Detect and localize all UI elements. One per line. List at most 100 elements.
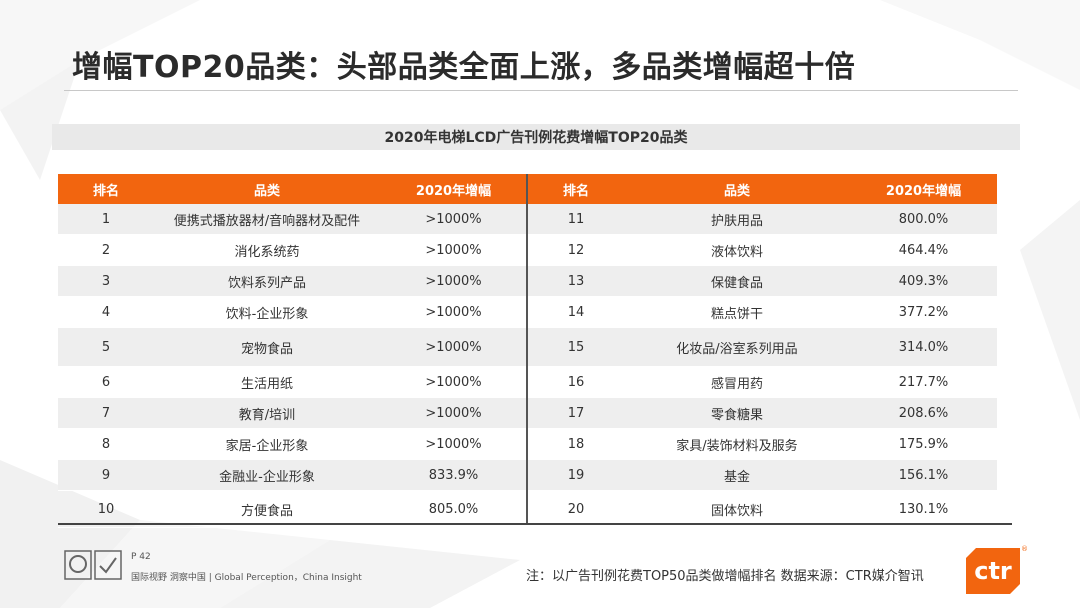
category-cell: 感冒用药: [710, 376, 763, 392]
table-caption: 2020年电梯LCD广告刊例花费增幅TOP20品类: [52, 124, 1020, 150]
rank-cell: 10: [97, 501, 115, 517]
rank-cell: 16: [567, 374, 585, 390]
growth-cell: >1000%: [425, 374, 482, 390]
table-row: 1 便携式播放器材/音响器材及配件 >1000%: [58, 204, 527, 235]
table-row: 10 方便食品 805.0%: [58, 491, 527, 528]
page-title: 增幅TOP20品类：头部品类全面上涨，多品类增幅超十倍: [72, 50, 856, 85]
ctr-logo: ctr: [966, 548, 1020, 594]
growth-cell: 217.7%: [898, 374, 949, 390]
col-header-category: 品类: [723, 183, 750, 199]
table-body-left: 1 便携式播放器材/音响器材及配件 >1000% 2 消化系统药 >1000% 3 饮料系列产…: [58, 204, 527, 528]
category-cell: 固体饮料: [710, 503, 763, 519]
growth-cell: 130.1%: [898, 501, 949, 517]
growth-cell: 800.0%: [898, 211, 949, 227]
table-left-half: 排名 品类 2020年增幅 1 便携式播放器材/音响器材及配件 >1000% 2 消化系…: [58, 174, 527, 528]
category-cell: 液体饮料: [710, 244, 763, 260]
category-cell: 糕点饼干: [710, 306, 763, 322]
category-cell: 金融业-企业形象: [219, 469, 315, 485]
table-header-left: 排名 品类 2020年增幅: [58, 174, 527, 204]
category-cell: 家居-企业形象: [225, 438, 309, 454]
col-header-category: 品类: [253, 183, 280, 199]
growth-cell: >1000%: [425, 273, 482, 289]
col-header-rank: 排名: [92, 183, 119, 199]
table-body-right: 11 护肤用品 800.0% 12 液体饮料 464.4% 13 保健食品 409.3% 14 糕点…: [528, 204, 997, 528]
category-cell: 饮料-企业形象: [225, 306, 309, 322]
category-cell: 生活用纸: [240, 376, 293, 392]
table-row: 7 教育/培训 >1000%: [58, 398, 527, 429]
table-row: 3 饮料系列产品 >1000%: [58, 266, 527, 297]
table-row: 6 生活用纸 >1000%: [58, 367, 527, 398]
col-header-growth: 2020年增幅: [415, 183, 492, 199]
table-header-right: 排名 品类 2020年增幅: [528, 174, 997, 204]
growth-cell: 409.3%: [898, 273, 949, 289]
title-divider: [64, 90, 1018, 91]
growth-cell: 175.9%: [898, 436, 949, 452]
table-row: 16 感冒用药 217.7%: [528, 367, 997, 398]
growth-cell: >1000%: [425, 211, 482, 227]
growth-cell: >1000%: [425, 436, 482, 452]
rank-cell: 12: [567, 242, 585, 258]
category-cell: 化妆品/浴室系列用品: [676, 341, 798, 357]
rank-cell: 14: [567, 304, 585, 320]
rank-cell: 8: [101, 436, 111, 452]
table-row: 14 糕点饼干 377.2%: [528, 297, 997, 328]
category-cell: 零食糖果: [710, 407, 763, 423]
table-bottom-rule: [58, 523, 1012, 525]
category-cell: 家具/装饰材料及服务: [676, 438, 798, 454]
rank-cell: 5: [101, 339, 111, 355]
col-header-growth: 2020年增幅: [885, 183, 962, 199]
table-row: 2 消化系统药 >1000%: [58, 235, 527, 266]
table-row: 5 宠物食品 >1000%: [58, 328, 527, 367]
category-cell: 方便食品: [240, 503, 293, 519]
table-row: 19 基金 156.1%: [528, 460, 997, 491]
rank-cell: 15: [567, 339, 585, 355]
rank-cell: 7: [101, 405, 111, 421]
table-row: 15 化妆品/浴室系列用品 314.0%: [528, 328, 997, 367]
rank-cell: 3: [101, 273, 111, 289]
growth-cell: 377.2%: [898, 304, 949, 320]
rank-cell: 13: [567, 273, 585, 289]
ctr-logo-text: ctr: [974, 557, 1012, 585]
growth-cell: >1000%: [425, 339, 482, 355]
growth-cell: 208.6%: [898, 405, 949, 421]
source-note: 注：以广告刊例花费TOP50品类做增幅排名 数据来源：CTR媒介智讯: [526, 569, 924, 584]
page-number: P 42: [131, 552, 151, 562]
rank-cell: 18: [567, 436, 585, 452]
growth-cell: 156.1%: [898, 467, 949, 483]
table-row: 9 金融业-企业形象 833.9%: [58, 460, 527, 491]
table-row: 11 护肤用品 800.0%: [528, 204, 997, 235]
rank-cell: 11: [567, 211, 585, 227]
rank-cell: 9: [101, 467, 111, 483]
table-row: 4 饮料-企业形象 >1000%: [58, 297, 527, 328]
growth-cell: 464.4%: [898, 242, 949, 258]
growth-cell: 314.0%: [898, 339, 949, 355]
col-header-rank: 排名: [562, 183, 589, 199]
table-caption-text: 2020年电梯LCD广告刊例花费增幅TOP20品类: [384, 130, 688, 146]
category-cell: 保健食品: [710, 275, 763, 291]
category-cell: 宠物食品: [240, 341, 293, 357]
rank-cell: 19: [567, 467, 585, 483]
rank-cell: 4: [101, 304, 111, 320]
rank-cell: 6: [101, 374, 111, 390]
certification-logo-icon: [64, 550, 122, 580]
growth-cell: >1000%: [425, 242, 482, 258]
growth-cell: 833.9%: [428, 467, 479, 483]
category-cell: 护肤用品: [710, 213, 763, 229]
category-cell: 饮料系列产品: [227, 275, 306, 291]
growth-cell: 805.0%: [428, 501, 479, 517]
growth-cell: >1000%: [425, 304, 482, 320]
category-cell: 基金: [723, 469, 750, 485]
rank-cell: 2: [101, 242, 111, 258]
table-row: 20 固体饮料 130.1%: [528, 491, 997, 528]
registered-mark: ®: [1021, 545, 1028, 553]
table-row: 8 家居-企业形象 >1000%: [58, 429, 527, 460]
ctr-logo-shape-icon: [966, 548, 1020, 594]
category-cell: 消化系统药: [234, 244, 300, 260]
rank-cell: 1: [101, 211, 111, 227]
table-row: 17 零食糖果 208.6%: [528, 398, 997, 429]
table-row: 12 液体饮料 464.4%: [528, 235, 997, 266]
rank-cell: 20: [567, 501, 585, 517]
table-row: 18 家具/装饰材料及服务 175.9%: [528, 429, 997, 460]
category-cell: 便携式播放器材/音响器材及配件: [173, 213, 361, 229]
